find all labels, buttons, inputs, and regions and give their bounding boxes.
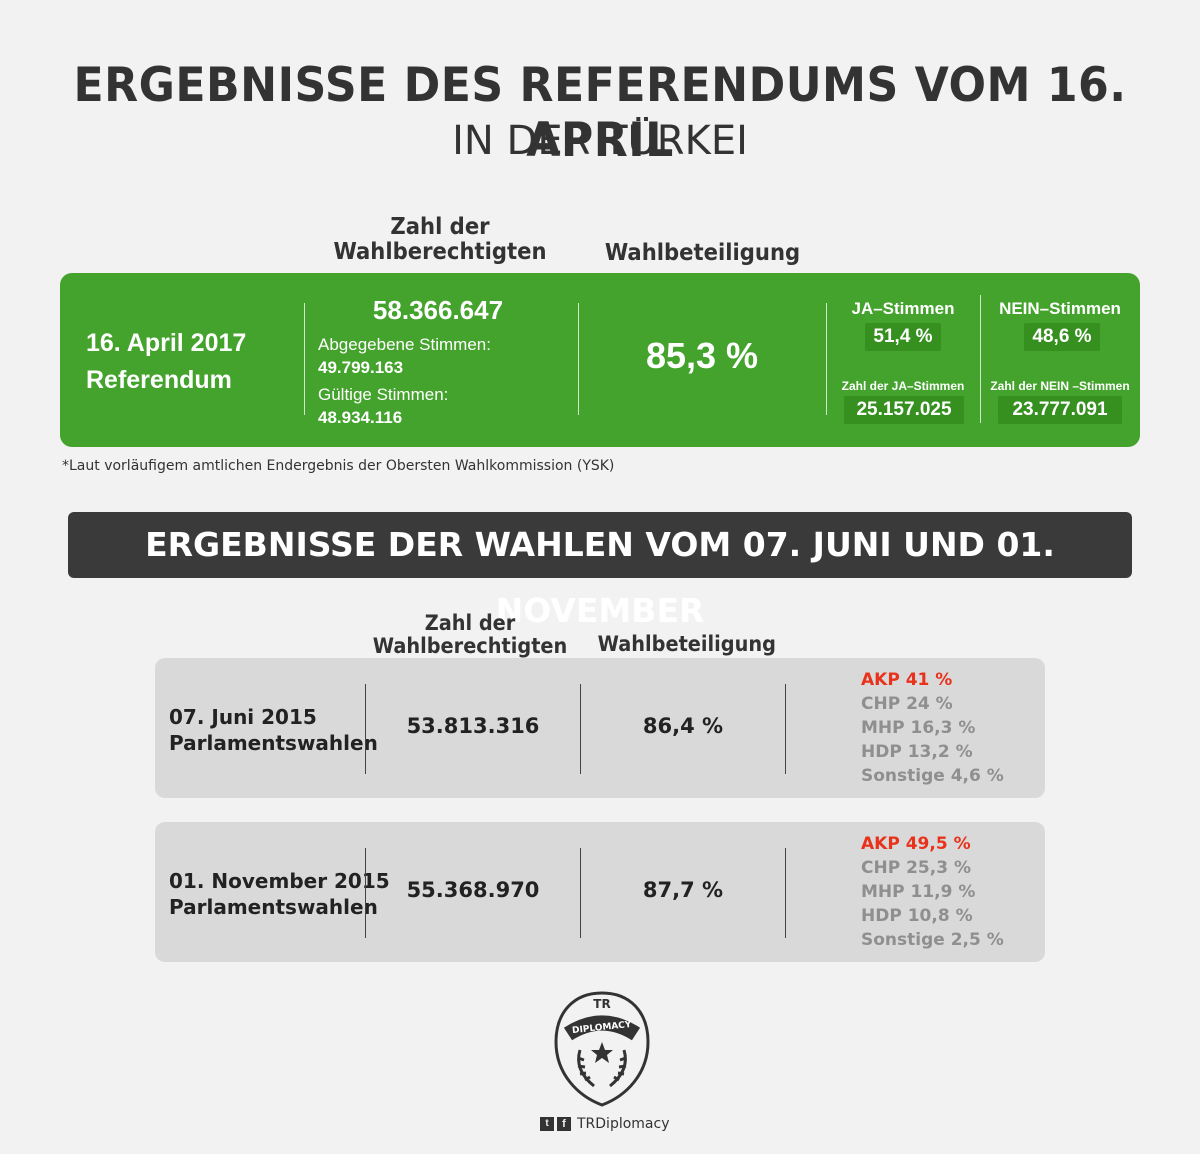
footnote: *Laut vorläufigem amtlichen Endergebnis … <box>62 458 615 474</box>
no-label: NEIN–Stimmen <box>999 299 1121 318</box>
yes-count: 25.157.025 <box>844 396 964 424</box>
party-result-hdp: HDP 10,8 % <box>861 906 973 926</box>
logo: TR DIPLOMACY <box>552 990 652 1108</box>
divider <box>304 303 305 415</box>
yes-label: JA–Stimmen <box>851 299 955 318</box>
divider <box>580 684 581 774</box>
referendum-turnout-header: Wahlbeteiligung <box>604 240 801 266</box>
party-result-other: Sonstige 2,5 % <box>861 930 1004 950</box>
valid-votes-value: 48.934.116 <box>318 408 403 427</box>
divider <box>826 303 827 415</box>
cast-votes-label: Abgegebene Stimmen: <box>318 335 491 354</box>
no-count-label: Zahl der NEIN –Stimmen <box>990 379 1130 393</box>
divider <box>785 684 786 774</box>
no-percent: 48,6 % <box>1024 323 1100 351</box>
star-icon <box>591 1042 613 1063</box>
party-result-mhp: MHP 16,3 % <box>861 718 976 738</box>
party-result-chp: CHP 25,3 % <box>861 858 971 878</box>
logo-top-text: TR <box>593 997 610 1011</box>
handle-text: TRDiplomacy <box>577 1116 670 1132</box>
page-title: ERGEBNISSE DES REFERENDUMS VOM 16. APRIL <box>73 58 1127 168</box>
yes-percent: 51,4 % <box>865 323 941 351</box>
yes-count-label: Zahl der JA–Stimmen <box>841 379 965 393</box>
elections-voters-header: Zahl der Wahlberechtigten <box>372 611 568 658</box>
referendum-date: 16. April 2017 <box>86 329 247 357</box>
facebook-icon: f <box>557 1117 571 1131</box>
divider <box>365 684 366 774</box>
party-result-mhp: MHP 11,9 % <box>861 882 976 902</box>
page-subtitle: IN DER TÜRKEI <box>452 118 748 164</box>
divider <box>785 848 786 938</box>
referendum-turnout: 85,3 % <box>645 335 759 376</box>
election-title: 07. Juni 2015 Parlamentswahlen <box>169 705 378 755</box>
referendum-panel: 16. April 2017 Referendum 58.366.647 Abg… <box>60 273 1140 447</box>
referendum-type: Referendum <box>86 366 232 394</box>
elections-turnout-header: Wahlbeteiligung <box>597 632 776 656</box>
elections-banner: ERGEBNISSE DER WAHLEN VOM 07. JUNI UND 0… <box>68 512 1132 630</box>
party-result-other: Sonstige 4,6 % <box>861 766 1004 786</box>
twitter-icon: t <box>540 1117 554 1131</box>
election-row-june: 07. Juni 2015 Parlamentswahlen 53.813.31… <box>155 658 1045 798</box>
election-row-november: 01. November 2015 Parlamentswahlen 55.36… <box>155 822 1045 962</box>
referendum-voters: 58.366.647 <box>372 295 504 325</box>
divider <box>580 848 581 938</box>
social-handle[interactable]: t f TRDiplomacy <box>540 1114 670 1134</box>
party-result-hdp: HDP 13,2 % <box>861 742 973 762</box>
no-count: 23.777.091 <box>998 396 1122 424</box>
party-result-akp: AKP 41 % <box>861 670 953 690</box>
election-title: 01. November 2015 Parlamentswahlen <box>169 869 390 919</box>
divider <box>980 295 981 423</box>
referendum-voters-header: Zahl der Wahlberechtigten <box>333 214 547 265</box>
party-result-akp: AKP 49,5 % <box>861 834 971 854</box>
election-turnout: 86,4 % <box>642 714 724 738</box>
logo-emblem: TR DIPLOMACY <box>554 991 650 1107</box>
party-result-chp: CHP 24 % <box>861 694 953 714</box>
divider <box>578 303 579 415</box>
divider <box>365 848 366 938</box>
referendum-title: 16. April 2017 Referendum <box>86 325 246 399</box>
election-turnout: 87,7 % <box>642 878 724 902</box>
valid-votes-label: Gültige Stimmen: <box>318 385 449 404</box>
election-voters: 55.368.970 <box>406 878 540 902</box>
election-voters: 53.813.316 <box>406 714 540 738</box>
cast-votes-value: 49.799.163 <box>318 358 404 377</box>
